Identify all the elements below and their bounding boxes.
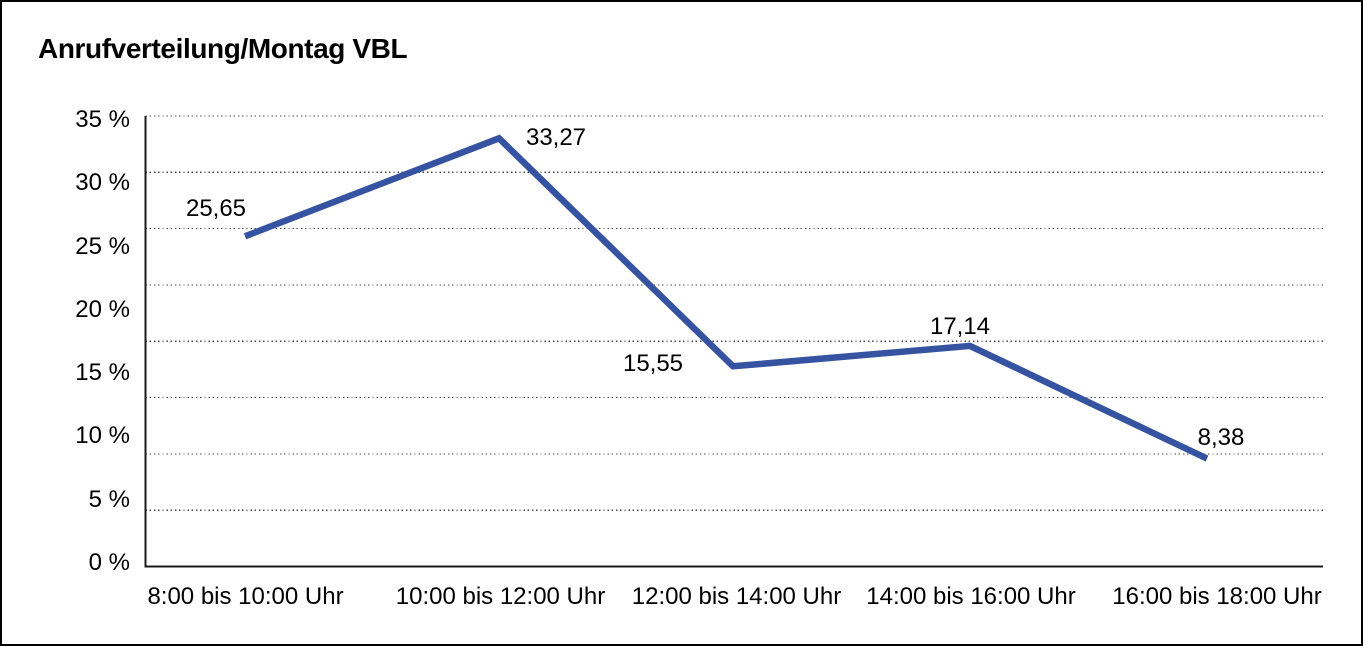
chart-title: Anrufverteilung/Montag VBL xyxy=(38,33,408,64)
y-axis-tick-label: 0 % xyxy=(88,549,130,576)
data-point-label: 15,55 xyxy=(622,350,684,378)
x-axis-category-label: 16:00 bis 18:00 Uhr xyxy=(1112,583,1322,610)
x-axis-category-label: 8:00 bis 10:00 Uhr xyxy=(147,583,344,610)
x-axis-category-label: 14:00 bis 16:00 Uhr xyxy=(866,583,1076,610)
data-point-label: 25,65 xyxy=(185,195,247,223)
y-axis-tick-label: 10 % xyxy=(75,422,130,450)
y-axis-tick-label: 15 % xyxy=(75,359,130,387)
y-axis-tick-label: 25 % xyxy=(75,232,130,260)
data-point-label: 17,14 xyxy=(929,312,991,340)
x-axis-category-label: 10:00 bis 12:00 Uhr xyxy=(395,583,606,610)
y-axis-tick-label: 35 % xyxy=(75,106,130,133)
data-series-line xyxy=(243,134,1209,462)
y-axis-tick-label: 5 % xyxy=(88,485,130,513)
x-axis-category-label: 12:00 bis 14:00 Uhr xyxy=(631,583,842,610)
data-point-label: 8,38 xyxy=(1197,423,1245,451)
y-axis-tick-label: 20 % xyxy=(75,295,130,323)
data-point-label: 33,27 xyxy=(525,124,587,152)
y-axis-tick-label: 30 % xyxy=(75,169,130,197)
